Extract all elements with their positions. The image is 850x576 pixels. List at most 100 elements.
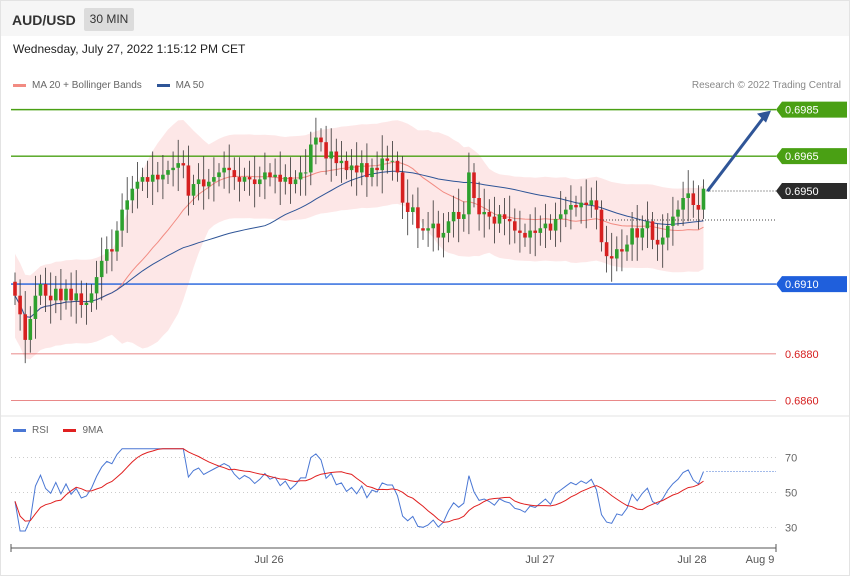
candle-body [543, 223, 548, 229]
candle-body [156, 174, 160, 180]
candle-body [329, 151, 333, 159]
candle-body [59, 288, 63, 301]
candle-body [553, 218, 558, 231]
level-tag-0.6910 [776, 276, 847, 293]
candle-body [625, 244, 629, 252]
timestamp: Wednesday, July 27, 2022 1:15:12 PM CET [13, 42, 246, 56]
candle-body [258, 179, 262, 185]
candle-body [523, 232, 527, 238]
candle-body [130, 188, 135, 201]
candle-body [574, 204, 578, 208]
candle-body [436, 223, 441, 238]
candle-body [110, 249, 114, 252]
candle-body [467, 172, 471, 215]
candle-body [635, 228, 639, 238]
candle-body [263, 172, 267, 180]
rsi-legend: RSI 9MA [13, 425, 115, 436]
candle-body [569, 204, 573, 210]
candle-body [630, 228, 634, 245]
candle-body [558, 214, 563, 219]
candle-body [18, 295, 22, 315]
candle-body [365, 163, 369, 178]
candle-body [584, 202, 588, 205]
candle-body [462, 214, 466, 219]
candle-body [227, 167, 231, 171]
candle-body [548, 223, 553, 231]
candle-body [354, 165, 359, 173]
candle-body [375, 167, 379, 171]
candle-body [339, 160, 344, 164]
forecast-arrow-head [757, 110, 771, 123]
candle-body [507, 218, 512, 222]
candle-body [309, 144, 313, 173]
candle-body [451, 211, 456, 222]
candle-body [589, 200, 594, 205]
candle-body [201, 179, 206, 187]
candle-body [421, 228, 425, 231]
candle-body [655, 239, 660, 245]
candle-body [405, 202, 410, 212]
candle-body [84, 302, 89, 306]
candle-body [650, 221, 655, 240]
candle-body [528, 230, 532, 238]
timeframe-button[interactable]: 30 MIN [84, 8, 134, 31]
candle-body [660, 237, 665, 245]
candle-body [615, 249, 619, 259]
candle-body [492, 216, 497, 224]
candle-body [120, 209, 124, 231]
candle-body [105, 249, 109, 261]
candle-body [370, 167, 374, 178]
candle-body [441, 232, 446, 238]
candle-body [472, 172, 476, 199]
candle-body [115, 230, 119, 252]
candle-body [191, 184, 196, 196]
candle-body [237, 177, 242, 182]
candle-body [502, 214, 507, 219]
candle-body [288, 177, 293, 185]
candle-body [242, 177, 247, 182]
candle-body [23, 314, 27, 340]
candle-body [176, 163, 180, 168]
candle-body [349, 165, 354, 171]
candle-body [140, 177, 145, 182]
level-label-0.6910: 0.6910 [785, 279, 819, 291]
candle-body [431, 223, 435, 229]
candle-body [400, 172, 405, 203]
candle-body [380, 158, 384, 171]
candle-body [48, 295, 53, 301]
candle-body [298, 172, 303, 180]
candle-body [94, 277, 99, 294]
candle-body [217, 172, 221, 178]
candle-body [518, 230, 522, 233]
candle-body [28, 318, 33, 340]
candle-body [252, 179, 257, 185]
level-label-0.6965: 0.6965 [785, 151, 819, 163]
candle-body [477, 198, 481, 215]
candle-body [594, 200, 599, 210]
forecast-arrow-shaft [706, 114, 767, 192]
level-label-0.6985: 0.6985 [785, 105, 819, 117]
rsi-line [14, 448, 704, 532]
level-tag-0.6985 [776, 101, 847, 118]
candle-body [640, 228, 645, 238]
rsi-ma-line [14, 448, 704, 523]
candle-body [247, 177, 252, 180]
candle-body [671, 216, 675, 226]
candle-body [150, 174, 155, 182]
rsi-tick-70: 70 [785, 453, 797, 465]
candle-body [135, 181, 140, 189]
candle-body [99, 260, 104, 278]
candle-body [686, 193, 690, 199]
candle-body [125, 200, 129, 210]
candle-body [482, 211, 486, 215]
x-tick-label-Jul-28: Jul 28 [677, 554, 706, 566]
candle-body [426, 228, 430, 231]
legend-rsi-9ma: 9MA [63, 425, 103, 436]
candle-body [676, 209, 680, 217]
candle-body [681, 198, 685, 210]
x-tick-label-Jul-26: Jul 26 [254, 554, 283, 566]
candle-body [620, 249, 624, 252]
candle-body [314, 137, 318, 145]
candle-body [416, 207, 420, 229]
